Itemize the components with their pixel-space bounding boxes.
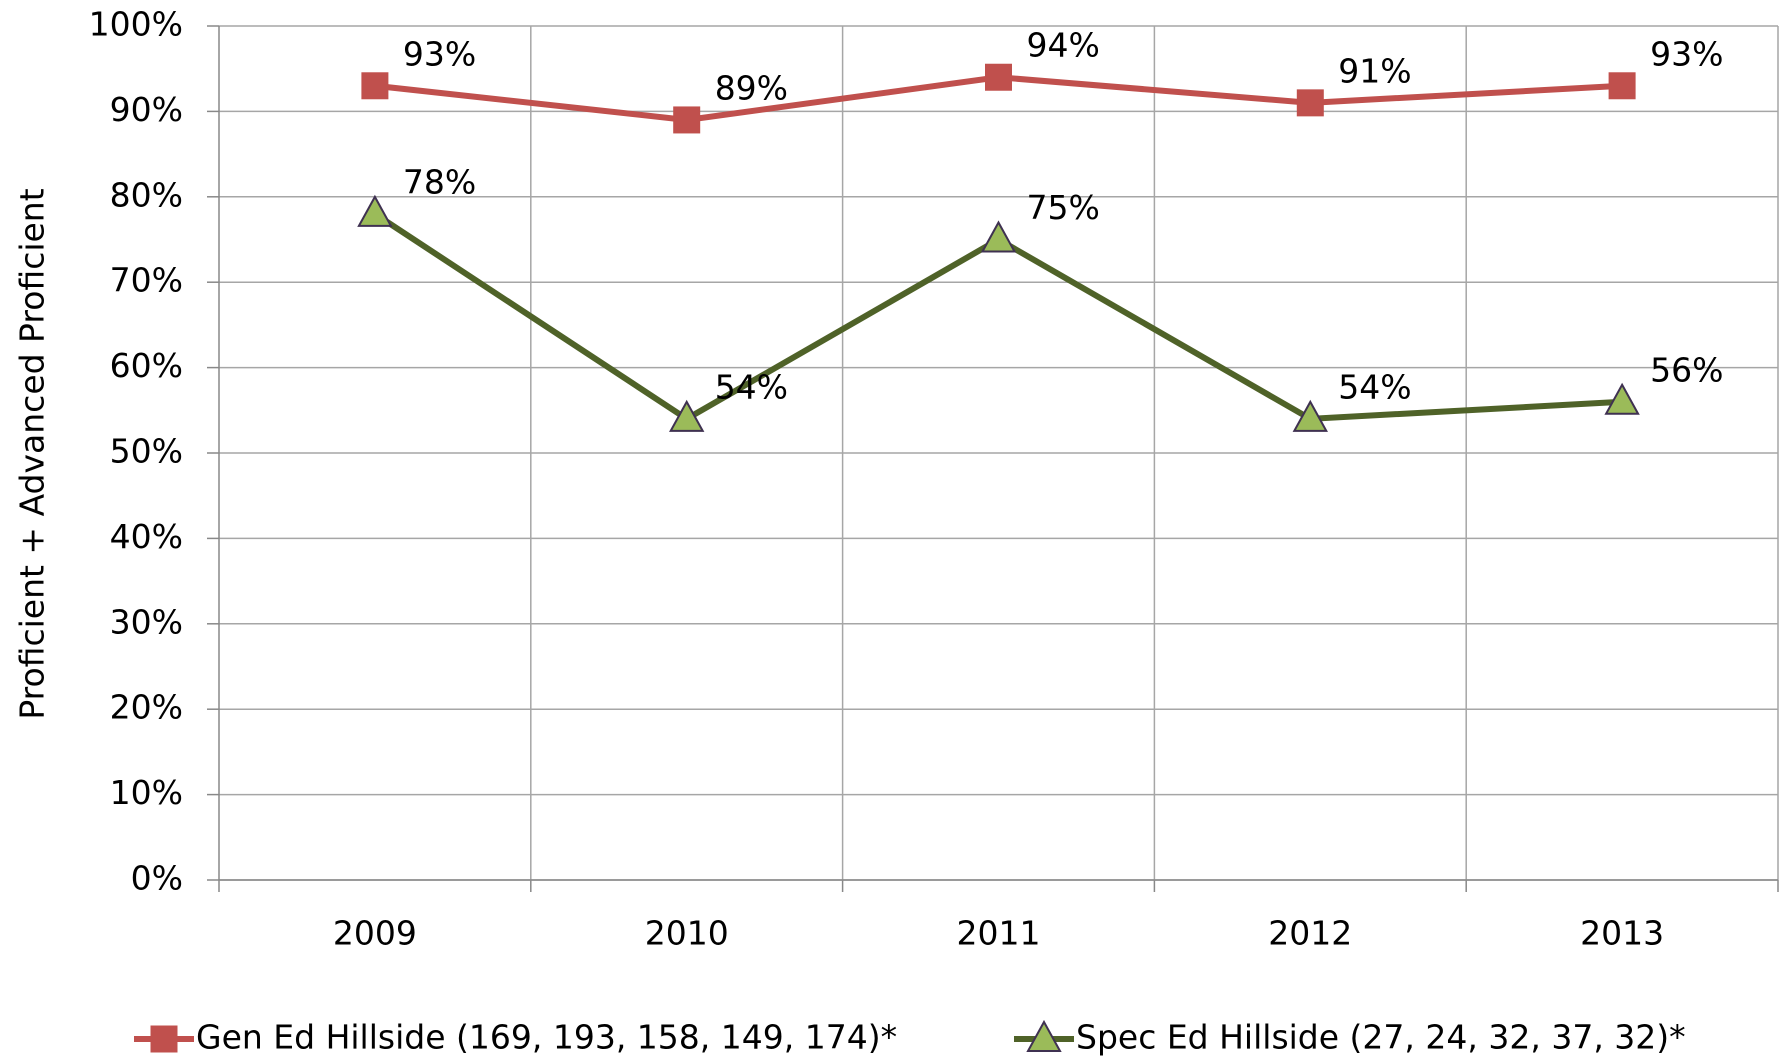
x-tick-label: 2009 <box>333 914 417 953</box>
data-label: 56% <box>1650 350 1723 389</box>
data-label: 54% <box>715 367 788 406</box>
legend-marker <box>150 1025 178 1053</box>
marker <box>1604 382 1640 415</box>
legend-label: Spec Ed Hillside (27, 24, 32, 37, 32)* <box>1076 1018 1686 1057</box>
marker <box>980 220 1017 253</box>
y-axis-label: Proficient + Advanced Proficient <box>13 188 52 719</box>
legend-label: Gen Ed Hillside (169, 193, 158, 149, 174… <box>196 1018 897 1057</box>
x-tick-label: 2012 <box>1268 914 1352 953</box>
legend-marker <box>1026 1019 1062 1052</box>
marker <box>357 194 393 227</box>
x-tick-label: 2013 <box>1580 914 1664 953</box>
data-label: 54% <box>1338 367 1411 406</box>
data-label: 94% <box>1027 26 1100 65</box>
marker <box>361 72 389 100</box>
y-tick-label: 30% <box>110 602 183 641</box>
y-tick-label: 10% <box>110 773 183 812</box>
marker <box>985 63 1012 91</box>
y-tick-label: 60% <box>110 346 183 385</box>
marker <box>1608 72 1636 100</box>
marker <box>1292 399 1328 432</box>
data-label: 93% <box>403 34 476 73</box>
marker <box>669 399 705 432</box>
marker <box>1296 89 1324 117</box>
y-tick-label: 40% <box>110 517 183 556</box>
marker <box>673 106 701 134</box>
data-label: 93% <box>1650 34 1723 73</box>
y-tick-label: 20% <box>110 688 183 727</box>
y-tick-label: 50% <box>110 432 183 471</box>
y-tick-label: 90% <box>110 90 183 129</box>
data-label: 91% <box>1338 51 1411 90</box>
y-tick-label: 80% <box>110 175 183 214</box>
x-tick-label: 2010 <box>645 914 729 953</box>
y-tick-label: 0% <box>131 859 183 898</box>
data-label: 89% <box>715 68 788 107</box>
x-tick-label: 2011 <box>957 914 1041 953</box>
data-label: 78% <box>403 162 476 201</box>
y-tick-label: 100% <box>89 5 183 44</box>
data-label: 75% <box>1027 188 1100 227</box>
y-tick-label: 70% <box>110 261 183 300</box>
